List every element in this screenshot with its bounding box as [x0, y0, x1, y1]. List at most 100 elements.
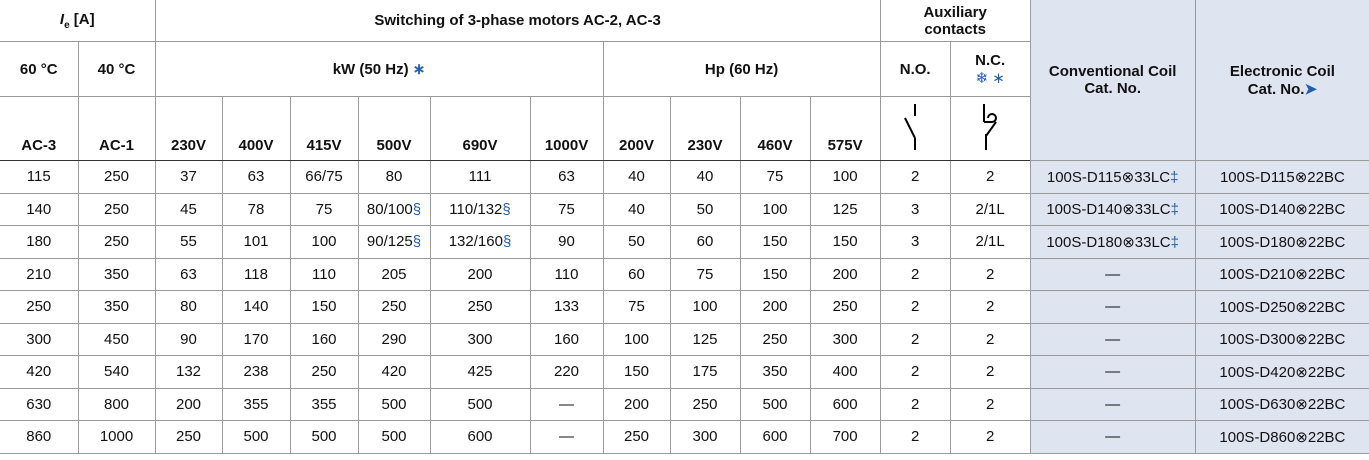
table-cell: 90 — [530, 225, 604, 259]
table-row: 140 250 45 78 75 80/100§ 110/132§ 75 40 50 100 125 3… — [0, 193, 1369, 226]
table-cell: 63 — [530, 160, 604, 194]
table-cell: 210 — [0, 258, 79, 291]
table-cell: 250 — [78, 160, 156, 194]
table-cell: — — [1030, 258, 1196, 291]
table-cell: 118 — [222, 258, 291, 291]
table-cell: 150 — [603, 355, 671, 389]
table-cell: 630 — [0, 388, 79, 421]
cell-text: 100S-D115⊗33LC — [1046, 168, 1171, 186]
table-cell: 250 — [78, 225, 156, 259]
table-cell: 2 — [950, 420, 1031, 454]
table-cell: 55 — [155, 225, 223, 259]
cell-text: 132/160 — [448, 233, 503, 251]
cell-footnote-mark: ‡ — [1170, 201, 1179, 219]
table-cell: 100S-D630⊗22BC — [1195, 388, 1369, 421]
kw-mark: ∗ — [412, 61, 426, 78]
table-cell: 200 — [603, 388, 671, 421]
table-cell: 175 — [670, 355, 741, 389]
table-cell: 40 — [670, 160, 741, 194]
column-header: 500V — [358, 96, 431, 161]
electronic-line: Cat. No. — [1247, 80, 1305, 98]
cell-footnote-mark: § — [412, 200, 422, 218]
table-cell: 2 — [950, 388, 1031, 421]
table-cell: 300 — [430, 323, 531, 356]
table-cell: 400 — [810, 355, 881, 389]
no-contact-symbol — [904, 103, 917, 150]
table-cell: 250 — [603, 420, 671, 454]
table-cell: 500 — [222, 420, 291, 454]
table-row: 420 540 132 238 250 420 425 220 150 175 350 400 2 2—1… — [0, 355, 1369, 389]
table-cell: 350 — [740, 355, 811, 389]
table-cell: 2 — [950, 355, 1031, 389]
table-cell: 150 — [740, 258, 811, 291]
table-cell: 200 — [430, 258, 531, 291]
column-header: AC-1 — [78, 96, 156, 161]
table-cell: 75 — [290, 193, 359, 226]
table-cell: 150 — [810, 225, 881, 259]
table-cell: 100 — [810, 160, 881, 194]
no-header: N.O. — [880, 41, 951, 97]
table-cell: 420 — [358, 355, 431, 389]
auxiliary-line: Auxiliary — [923, 3, 987, 21]
table-cell: 540 — [78, 355, 156, 389]
table-cell: 425 — [430, 355, 531, 389]
table-cell: 500 — [430, 388, 531, 421]
table-cell: 63 — [155, 258, 223, 291]
hp-header: Hp (60 Hz) — [603, 41, 881, 97]
table-cell: 90 — [155, 323, 223, 356]
table-cell: 300 — [670, 420, 741, 454]
table-cell: 238 — [222, 355, 291, 389]
table-cell: 180 — [0, 225, 79, 259]
table-cell: 2 — [880, 323, 951, 356]
table-cell: 111 — [430, 160, 531, 194]
column-header: 400V — [222, 96, 291, 161]
table-cell: 3 — [880, 193, 951, 226]
column-header: AC-3 — [0, 96, 79, 161]
table-cell: 133 — [530, 290, 604, 324]
table-cell: 100S-D180⊗22BC — [1195, 225, 1369, 259]
table-cell: 250 — [740, 323, 811, 356]
table-cell: 250 — [155, 420, 223, 454]
table-cell: 50 — [603, 225, 671, 259]
auxiliary-header: Auxiliary contacts — [880, 0, 1031, 42]
table-cell: 2 — [880, 355, 951, 389]
table-row: 115 250 37 63 66/75 80 111 63 40 40 75 100 2 2 100S-D1… — [0, 160, 1369, 194]
table-cell: 75 — [603, 290, 671, 324]
nc-label: N.C. — [975, 51, 1006, 69]
table-cell: 2 — [880, 258, 951, 291]
column-header: 575V — [810, 96, 881, 161]
table-cell: 2 — [950, 290, 1031, 324]
table-cell: 132/160§ — [430, 225, 531, 259]
column-header: 460V — [740, 96, 811, 161]
table-row: 630 800 200 355 355 500 500—200 250 500 600 2 2—100… — [0, 388, 1369, 421]
table-cell: 355 — [222, 388, 291, 421]
table-cell: 200 — [810, 258, 881, 291]
table-cell: 3 — [880, 225, 951, 259]
table-row: 210 350 63 118 110 205 200 110 60 75 150 200 2 2—100S… — [0, 258, 1369, 291]
table-cell: 100 — [670, 290, 741, 324]
table-cell: 110/132§ — [430, 193, 531, 226]
ie-unit: [A] — [73, 10, 95, 28]
nc-marks: ❄ ∗ — [975, 69, 1005, 87]
table-cell: 2/1L — [950, 225, 1031, 259]
cell-footnote-mark: § — [502, 200, 511, 218]
table-cell: 500 — [740, 388, 811, 421]
table-cell: 2 — [880, 290, 951, 324]
table-cell: 75 — [670, 258, 741, 291]
table-cell: — — [1030, 290, 1196, 324]
table-cell: 125 — [810, 193, 881, 226]
table-row: 180 250 55 101 100 90/125§ 132/160§ 90 50 60 150 15… — [0, 225, 1369, 259]
table-cell: 700 — [810, 420, 881, 454]
table-cell: 160 — [530, 323, 604, 356]
table-cell: 250 — [670, 388, 741, 421]
table-cell: 100 — [290, 225, 359, 259]
table-cell: 80 — [155, 290, 223, 324]
table-cell: — — [1030, 355, 1196, 389]
table-cell: 2 — [880, 420, 951, 454]
table-cell: 350 — [78, 258, 156, 291]
table-cell: 200 — [155, 388, 223, 421]
table-cell: 2 — [950, 160, 1031, 194]
nc-contact-symbol — [983, 103, 998, 150]
